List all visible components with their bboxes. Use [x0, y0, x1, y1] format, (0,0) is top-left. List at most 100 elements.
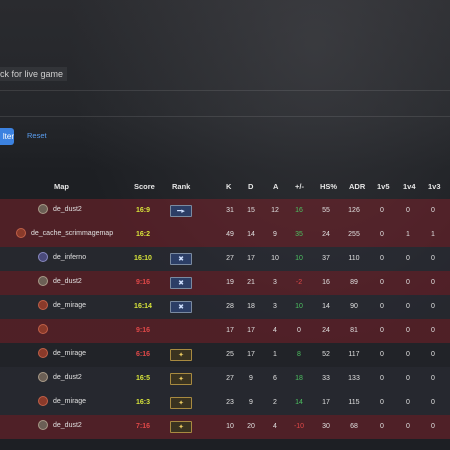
- score: 16:5: [135, 375, 150, 382]
- stat-K: 27: [226, 255, 234, 262]
- col-k[interactable]: K: [226, 182, 232, 191]
- stat-v5: 0: [380, 303, 384, 310]
- dust-icon: [38, 204, 48, 214]
- mirage-icon: [38, 300, 48, 310]
- score: 16:3: [135, 399, 150, 406]
- table-row[interactable]: de_dust2 9:16 ✖ 19 21 3 -2 16 89 0 0 0: [0, 271, 450, 295]
- table-row[interactable]: de_mirage 16:14 ✖ 28 18 3 10 14 90 0 0 0: [0, 295, 450, 319]
- table-row[interactable]: de_dust2 7:16 ✦ 10 20 4 -10 30 68 0 0 0: [0, 415, 450, 439]
- stat-v3: 0: [431, 279, 435, 286]
- col-plus-minus[interactable]: +/-: [295, 182, 304, 191]
- stat-v3: 0: [431, 327, 435, 334]
- map-cell: [38, 324, 53, 334]
- live-game-bar[interactable]: ck for live game: [0, 62, 450, 84]
- stat-v4: 0: [406, 279, 410, 286]
- cache-icon: [16, 228, 26, 238]
- stat-v4: 1: [406, 231, 410, 238]
- crossed-swords-icon: ✖: [178, 279, 184, 287]
- stat-adr: 90: [350, 303, 358, 310]
- col-1v3[interactable]: 1v3: [428, 182, 441, 191]
- stat-pm: 10: [295, 303, 303, 310]
- table-row[interactable]: de_dust2 16:9 ━▸ 31 15 12 16 55 126 0 0 0: [0, 199, 450, 223]
- stat-v3: 0: [431, 399, 435, 406]
- table-row[interactable]: 9:16 17 17 4 0 24 81 0 0 0: [0, 319, 450, 343]
- col-1v5[interactable]: 1v5: [377, 182, 390, 191]
- col-hs[interactable]: HS%: [320, 182, 338, 191]
- dust-icon: [38, 276, 48, 286]
- map-cell: de_mirage: [38, 300, 86, 310]
- map-name: de_inferno: [53, 253, 87, 261]
- stat-pm: 18: [295, 375, 303, 382]
- rank-badge-icon: ✦: [170, 421, 192, 433]
- stat-v5: 0: [380, 423, 384, 430]
- stat-D: 17: [247, 351, 255, 358]
- stat-adr: 133: [348, 375, 360, 382]
- divider: [0, 90, 450, 91]
- stat-K: 19: [226, 279, 234, 286]
- score: 9:16: [135, 279, 150, 286]
- dust-icon: [38, 372, 48, 382]
- col-d[interactable]: D: [248, 182, 254, 191]
- stat-v4: 0: [406, 375, 410, 382]
- stat-v5: 0: [380, 231, 384, 238]
- table-row[interactable]: de_mirage 16:3 ✦ 23 9 2 14 17 115 0 0 0: [0, 391, 450, 415]
- stat-D: 17: [247, 327, 255, 334]
- mirage-icon: [38, 348, 48, 358]
- col-1v4[interactable]: 1v4: [403, 182, 416, 191]
- stat-D: 17: [247, 255, 255, 262]
- stat-hs: 14: [322, 303, 330, 310]
- rank-badge-icon: ✦: [170, 373, 192, 385]
- stat-adr: 117: [348, 351, 360, 358]
- stat-pm: 10: [295, 255, 303, 262]
- eagle-icon: ✦: [178, 375, 184, 383]
- score: 16:10: [134, 255, 152, 262]
- stat-v5: 0: [380, 255, 384, 262]
- stat-v3: 1: [431, 231, 435, 238]
- stat-hs: 16: [322, 279, 330, 286]
- col-score[interactable]: Score: [134, 182, 155, 191]
- stat-A: 12: [271, 207, 279, 214]
- filter-button[interactable]: lter: [0, 128, 14, 145]
- col-adr[interactable]: ADR: [349, 182, 366, 191]
- stat-v5: 0: [380, 279, 384, 286]
- map-cell: de_dust2: [38, 276, 82, 286]
- stat-v4: 0: [406, 303, 410, 310]
- divider: [0, 116, 450, 117]
- reset-button[interactable]: Reset: [27, 131, 47, 140]
- stat-v4: 0: [406, 207, 410, 214]
- score: 16:9: [135, 207, 150, 214]
- col-a[interactable]: A: [273, 182, 279, 191]
- col-rank[interactable]: Rank: [172, 182, 191, 191]
- score: 16:14: [134, 303, 152, 310]
- stat-v5: 0: [380, 375, 384, 382]
- stat-A: 4: [273, 327, 277, 334]
- map-name: de_dust2: [53, 421, 82, 429]
- stat-A: 3: [273, 279, 277, 286]
- map-name: de_mirage: [53, 301, 87, 309]
- table-row[interactable]: de_inferno 16:10 ✖ 27 17 10 10 37 110 0 0 0: [0, 247, 450, 271]
- stat-adr: 115: [348, 399, 360, 406]
- map-name: de_dust2: [53, 205, 82, 213]
- table-row[interactable]: de_mirage 6:16 ✦ 25 17 1 8 52 117 0 0 0: [0, 343, 450, 367]
- stat-hs: 52: [322, 351, 330, 358]
- live-game-hint: ck for live game: [0, 67, 68, 81]
- stat-v3: 0: [431, 375, 435, 382]
- stat-D: 9: [249, 375, 253, 382]
- stat-K: 31: [226, 207, 234, 214]
- stat-D: 21: [247, 279, 255, 286]
- stat-hs: 37: [322, 255, 330, 262]
- stat-pm: 0: [297, 327, 301, 334]
- stat-pm: -10: [293, 423, 305, 430]
- stat-v3: 0: [431, 351, 435, 358]
- table-row[interactable]: de_dust2 16:5 ✦ 27 9 6 18 33 133 0 0 0: [0, 367, 450, 391]
- stat-v5: 0: [380, 207, 384, 214]
- crossed-swords-icon: ✖: [178, 255, 184, 263]
- table-row[interactable]: de_cache_scrimmagemap 16:2 49 14 9 35 24 255 0 1 1: [0, 223, 450, 247]
- stat-adr: 89: [350, 279, 358, 286]
- col-map[interactable]: Map: [54, 182, 69, 191]
- stat-hs: 55: [322, 207, 330, 214]
- map-name: de_mirage: [53, 397, 87, 405]
- map-name: de_mirage: [53, 349, 87, 357]
- rank-badge-icon: ✖: [170, 277, 192, 289]
- score: 9:16: [135, 327, 150, 334]
